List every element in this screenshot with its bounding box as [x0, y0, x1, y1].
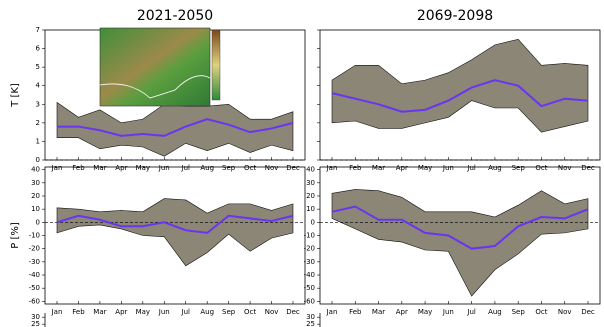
x-tick-label: Dec [286, 164, 300, 172]
y-tick-label: 5 [36, 63, 40, 71]
x-tick-label: Oct [244, 308, 256, 316]
x-tick-label: May [418, 164, 432, 172]
inset-map [100, 28, 210, 106]
y-tick-label: -50 [29, 284, 40, 292]
y-tick-label: 20 [31, 192, 40, 200]
x-tick-label: Dec [286, 308, 300, 316]
y-tick-label: 10 [306, 205, 315, 213]
y-tick-label: 30 [31, 179, 40, 187]
x-tick-label: Jan [326, 164, 338, 172]
uncertainty-band [57, 199, 293, 266]
y-tick-label: 0 [36, 218, 40, 226]
figure: 0 1 2 3 4 5 6 7 Jan Feb Mar Apr May Jun Jul Aug Sep Oct No… [0, 0, 604, 327]
y-tick-label: 30 [306, 179, 315, 187]
y-tick-label: -40 [29, 271, 40, 279]
x-tick-label: Feb [349, 164, 362, 172]
panel-title: 2021-2050 [137, 8, 213, 24]
x-tick-label: Feb [72, 308, 85, 316]
x-tick-label: Sep [512, 308, 526, 316]
y-tick-label: 3 [36, 100, 40, 108]
x-tick-label: Nov [265, 308, 279, 316]
x-tick-label: Jan [326, 308, 338, 316]
x-tick-label: Dec [581, 308, 595, 316]
y-tick-label: 0 [311, 218, 315, 226]
x-tick-label: Aug [200, 164, 214, 172]
x-tick-label: Jun [442, 308, 454, 316]
x-tick-label: Sep [512, 164, 526, 172]
x-tick-label: Oct [535, 308, 547, 316]
inset-colorbar [212, 30, 220, 100]
x-tick-label: Jun [158, 164, 170, 172]
y-axis-label: T [K] [10, 83, 21, 108]
x-tick-label: Feb [349, 308, 362, 316]
y-tick-label: 7 [36, 26, 40, 34]
panel-title: 2069-2098 [417, 8, 493, 24]
x-tick-label: Apr [115, 308, 127, 316]
x-tick-label: Jan [51, 308, 63, 316]
y-tick-label: 25 [306, 320, 315, 327]
y-tick-label: 40 [306, 166, 315, 174]
y-tick-label: -20 [29, 245, 40, 253]
y-tick-label: 6 [36, 45, 41, 53]
y-tick-label: -30 [304, 258, 315, 266]
y-tick-label: 4 [36, 82, 41, 90]
x-tick-label: Jul [466, 308, 476, 316]
x-tick-label: Apr [396, 164, 408, 172]
x-tick-label: Feb [72, 164, 85, 172]
x-tick-label: Aug [488, 164, 502, 172]
x-tick-label: Jun [158, 308, 170, 316]
y-axis-label: P [%] [10, 222, 21, 249]
x-tick-label: Nov [558, 164, 572, 172]
x-tick-label: Jul [181, 164, 191, 172]
x-tick-label: Oct [535, 164, 547, 172]
y-tick-label: 20 [306, 192, 315, 200]
x-tick-label: May [136, 164, 150, 172]
y-tick-label: -20 [304, 245, 315, 253]
x-tick-label: Jun [442, 164, 454, 172]
x-tick-label: Dec [581, 164, 595, 172]
y-tick-label: -10 [304, 232, 315, 240]
x-tick-label: May [136, 308, 150, 316]
x-tick-label: Mar [93, 308, 106, 316]
y-tick-label: -60 [29, 297, 40, 305]
y-tick-label: -40 [304, 271, 315, 279]
x-tick-label: Mar [372, 164, 385, 172]
y-tick-label: -60 [304, 297, 315, 305]
y-tick-label: 0 [36, 156, 40, 164]
x-tick-label: Nov [265, 164, 279, 172]
x-tick-label: Mar [93, 164, 106, 172]
y-tick-label: 25 [31, 320, 40, 327]
y-tick-label: -30 [29, 258, 40, 266]
x-tick-label: May [418, 308, 432, 316]
y-tick-label: 10 [31, 205, 40, 213]
y-tick-label: 2 [36, 119, 40, 127]
x-tick-label: Jul [466, 164, 476, 172]
x-tick-label: Apr [396, 308, 408, 316]
y-tick-label: 1 [36, 137, 40, 145]
y-tick-label: -10 [29, 232, 40, 240]
x-tick-label: Mar [372, 308, 385, 316]
x-tick-label: Aug [200, 308, 214, 316]
x-tick-label: Aug [488, 308, 502, 316]
x-tick-label: Nov [558, 308, 572, 316]
x-tick-label: Jul [181, 308, 191, 316]
x-tick-label: Jan [51, 164, 63, 172]
y-tick-label: 40 [31, 166, 40, 174]
x-tick-label: Sep [222, 308, 236, 316]
x-tick-label: Apr [115, 164, 127, 172]
x-tick-label: Oct [244, 164, 256, 172]
uncertainty-band [332, 39, 588, 132]
x-tick-label: Sep [222, 164, 236, 172]
y-tick-label: -50 [304, 284, 315, 292]
